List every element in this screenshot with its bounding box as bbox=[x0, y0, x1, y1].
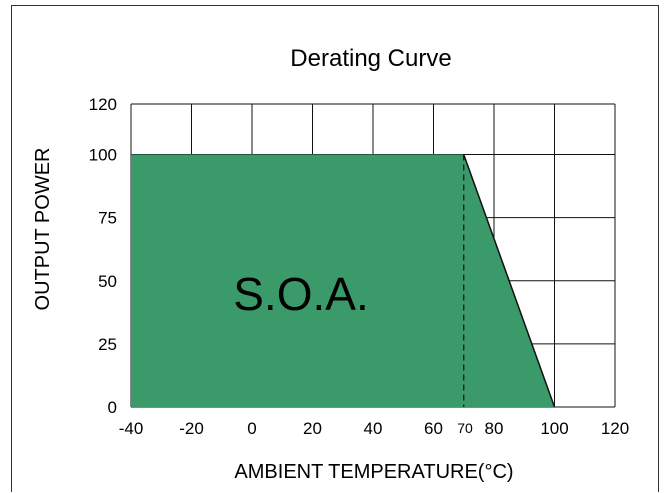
x-tick-label: 60 bbox=[424, 419, 443, 438]
x-tick-label: 40 bbox=[364, 419, 383, 438]
soa-label: S.O.A. bbox=[233, 268, 368, 320]
x-tick-label: 20 bbox=[303, 419, 322, 438]
x-tick-label: 100 bbox=[540, 419, 568, 438]
x-tick-label: -20 bbox=[179, 419, 204, 438]
x-tick-label: 120 bbox=[601, 419, 629, 438]
y-tick-label: 100 bbox=[89, 146, 117, 165]
y-axis-label: OUTPUT POWER bbox=[32, 148, 54, 311]
y-tick-label: 25 bbox=[98, 335, 117, 354]
chart-title: Derating Curve bbox=[290, 45, 451, 72]
y-tick-label: 75 bbox=[98, 209, 117, 228]
x-tick-label: 80 bbox=[485, 419, 504, 438]
x-axis-label: AMBIENT TEMPERATURE(°C) bbox=[234, 461, 513, 483]
derating-slope-line bbox=[463, 154, 556, 408]
y-tick-label: 0 bbox=[108, 398, 117, 417]
y-tick-label: 50 bbox=[98, 272, 117, 291]
soa-area bbox=[131, 154, 556, 408]
x-tick-label: 0 bbox=[247, 419, 256, 438]
x-tick-label: -40 bbox=[119, 419, 144, 438]
chart-frame bbox=[11, 5, 659, 492]
y-tick-label: 120 bbox=[89, 95, 117, 114]
soa-fill bbox=[131, 154, 555, 407]
tick-labels: -40 -20 0 20 40 60 80 100 120 0 25 50 75 100 120 bbox=[89, 95, 630, 438]
marker-label: 70 bbox=[457, 420, 473, 436]
